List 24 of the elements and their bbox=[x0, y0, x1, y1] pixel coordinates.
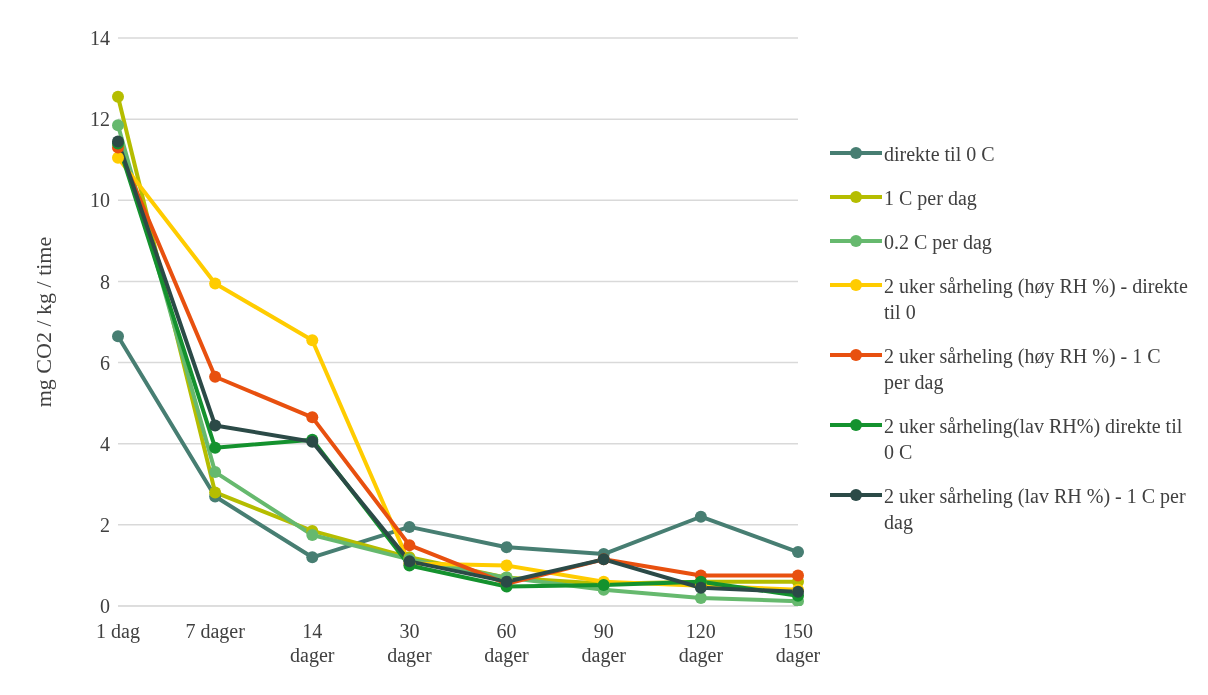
y-tick-label: 0 bbox=[100, 595, 110, 618]
x-tick-label: 7 dager bbox=[185, 620, 246, 643]
x-tick-label: 14 dager bbox=[290, 620, 335, 667]
x-tick-label: 1 dag bbox=[96, 620, 140, 643]
y-tick-label: 8 bbox=[100, 270, 110, 293]
legend-label: 2 uker sårheling (høy RH %) - direkte til 0 bbox=[884, 274, 1188, 325]
legend-label: 0.2 C per dag bbox=[884, 230, 992, 255]
y-tick-label: 6 bbox=[100, 351, 110, 374]
x-tick-label: 90 dager bbox=[581, 620, 627, 667]
legend-label: 2 uker sårheling (høy RH %) - 1 C per dag bbox=[884, 344, 1162, 395]
y-tick-label: 14 bbox=[90, 27, 110, 50]
legend-label: 2 uker sårheling(lav RH%) direkte til 0 C bbox=[884, 414, 1184, 465]
legend-label: 1 C per dag bbox=[884, 186, 977, 211]
y-axis-title: mg CO2 / kg / time bbox=[30, 236, 56, 408]
legend-label: direkte til 0 C bbox=[884, 142, 995, 167]
y-tick-label: 10 bbox=[90, 189, 110, 212]
x-tick-label: 30 dager bbox=[387, 620, 432, 667]
x-tick-label: 150 dager bbox=[775, 620, 821, 667]
y-tick-label: 4 bbox=[100, 432, 110, 455]
legend-label: 2 uker sårheling (lav RH %) - 1 C per dag bbox=[884, 484, 1187, 535]
x-tick-label: 120 dager bbox=[678, 620, 724, 667]
x-tick-label: 60 dager bbox=[484, 620, 530, 667]
y-tick-label: 2 bbox=[100, 513, 110, 536]
y-tick-label: 12 bbox=[90, 108, 110, 131]
